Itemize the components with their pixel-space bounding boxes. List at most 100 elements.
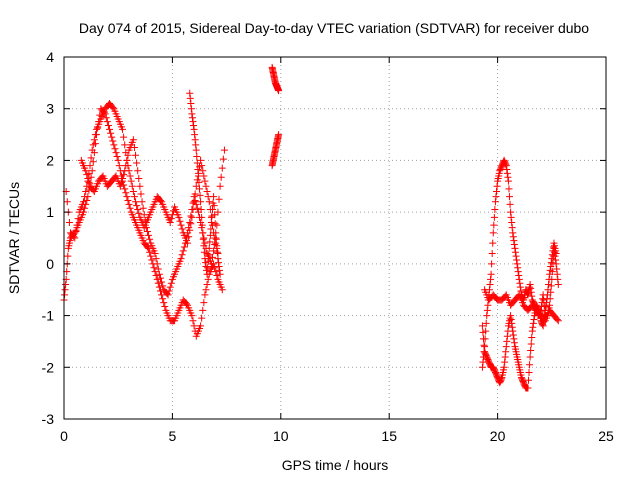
data-point <box>148 256 156 264</box>
data-point <box>501 358 509 366</box>
data-point <box>545 275 553 283</box>
data-point <box>86 162 94 170</box>
data-point <box>141 217 149 225</box>
data-point <box>84 175 92 183</box>
data-point <box>191 136 199 144</box>
data-point <box>500 363 508 371</box>
y-tick-label: 2 <box>46 152 54 168</box>
data-point <box>200 242 208 250</box>
data-point <box>524 384 532 392</box>
y-tick-label: 1 <box>46 204 54 220</box>
data-point <box>509 327 517 335</box>
data-point <box>511 248 519 256</box>
data-point <box>133 202 141 210</box>
data-point <box>138 198 146 206</box>
data-point <box>207 225 215 233</box>
data-point <box>85 178 93 186</box>
data-point <box>119 125 127 133</box>
data-point <box>136 182 144 190</box>
data-point <box>159 282 167 290</box>
data-point <box>186 218 194 226</box>
data-point <box>213 248 221 256</box>
data-point <box>123 193 131 201</box>
data-point <box>195 178 203 186</box>
data-point <box>198 213 206 221</box>
data-point <box>189 317 197 325</box>
y-tick-label: 4 <box>46 49 54 65</box>
data-point <box>490 221 498 229</box>
data-point <box>87 154 95 162</box>
data-point <box>159 295 167 303</box>
data-point <box>513 260 521 268</box>
data-point <box>115 162 123 170</box>
data-point <box>218 164 226 172</box>
data-point <box>65 218 73 226</box>
data-point <box>124 197 132 205</box>
data-point <box>503 169 511 177</box>
data-point <box>200 299 208 307</box>
data-point <box>176 217 184 225</box>
data-point <box>181 239 189 247</box>
data-point <box>116 182 124 190</box>
data-point <box>121 167 129 175</box>
data-point <box>189 118 197 126</box>
data-point <box>487 275 495 283</box>
data-point <box>547 262 555 270</box>
data-point <box>109 137 117 145</box>
data-point <box>527 340 535 348</box>
data-point <box>512 252 520 260</box>
data-point <box>528 334 536 342</box>
data-point <box>188 213 196 221</box>
data-point <box>83 197 91 205</box>
series-track-h <box>478 239 560 392</box>
data-point <box>156 197 164 205</box>
data-point <box>212 268 220 276</box>
data-point <box>504 177 512 185</box>
data-point <box>207 218 215 226</box>
data-point <box>186 94 194 102</box>
data-point <box>126 172 134 180</box>
data-point <box>526 281 534 289</box>
data-point <box>197 322 205 330</box>
data-point <box>194 172 202 180</box>
data-point <box>220 146 228 154</box>
data-point <box>201 177 209 185</box>
data-point <box>200 234 208 242</box>
data-point <box>219 155 227 163</box>
data-point <box>193 153 201 161</box>
data-point <box>182 300 190 308</box>
data-point <box>91 131 99 139</box>
data-point <box>192 141 200 149</box>
data-point <box>198 314 206 322</box>
data-point <box>482 319 490 327</box>
data-point <box>529 323 537 331</box>
data-point <box>70 233 78 241</box>
data-point <box>199 306 207 314</box>
data-point <box>528 292 536 300</box>
data-point <box>553 270 561 278</box>
data-point <box>501 353 509 361</box>
data-point <box>206 231 214 239</box>
data-point <box>542 303 550 311</box>
data-point <box>510 335 518 343</box>
data-point <box>199 229 207 237</box>
data-point <box>87 173 95 181</box>
data-point <box>503 332 511 340</box>
data-point <box>158 278 166 286</box>
data-point <box>193 204 201 212</box>
data-point <box>204 257 212 265</box>
data-point <box>143 228 151 236</box>
data-point <box>186 89 194 97</box>
data-point <box>130 193 138 201</box>
data-point <box>124 151 132 159</box>
data-point <box>196 191 204 199</box>
y-tick-label: 3 <box>46 101 54 117</box>
data-point <box>135 175 143 183</box>
chart-title: Day 074 of 2015, Sidereal Day-to-day VTE… <box>79 20 589 36</box>
data-point <box>200 248 208 256</box>
data-point <box>483 306 491 314</box>
data-point <box>203 270 211 278</box>
data-point <box>152 271 160 279</box>
data-point <box>90 136 98 144</box>
